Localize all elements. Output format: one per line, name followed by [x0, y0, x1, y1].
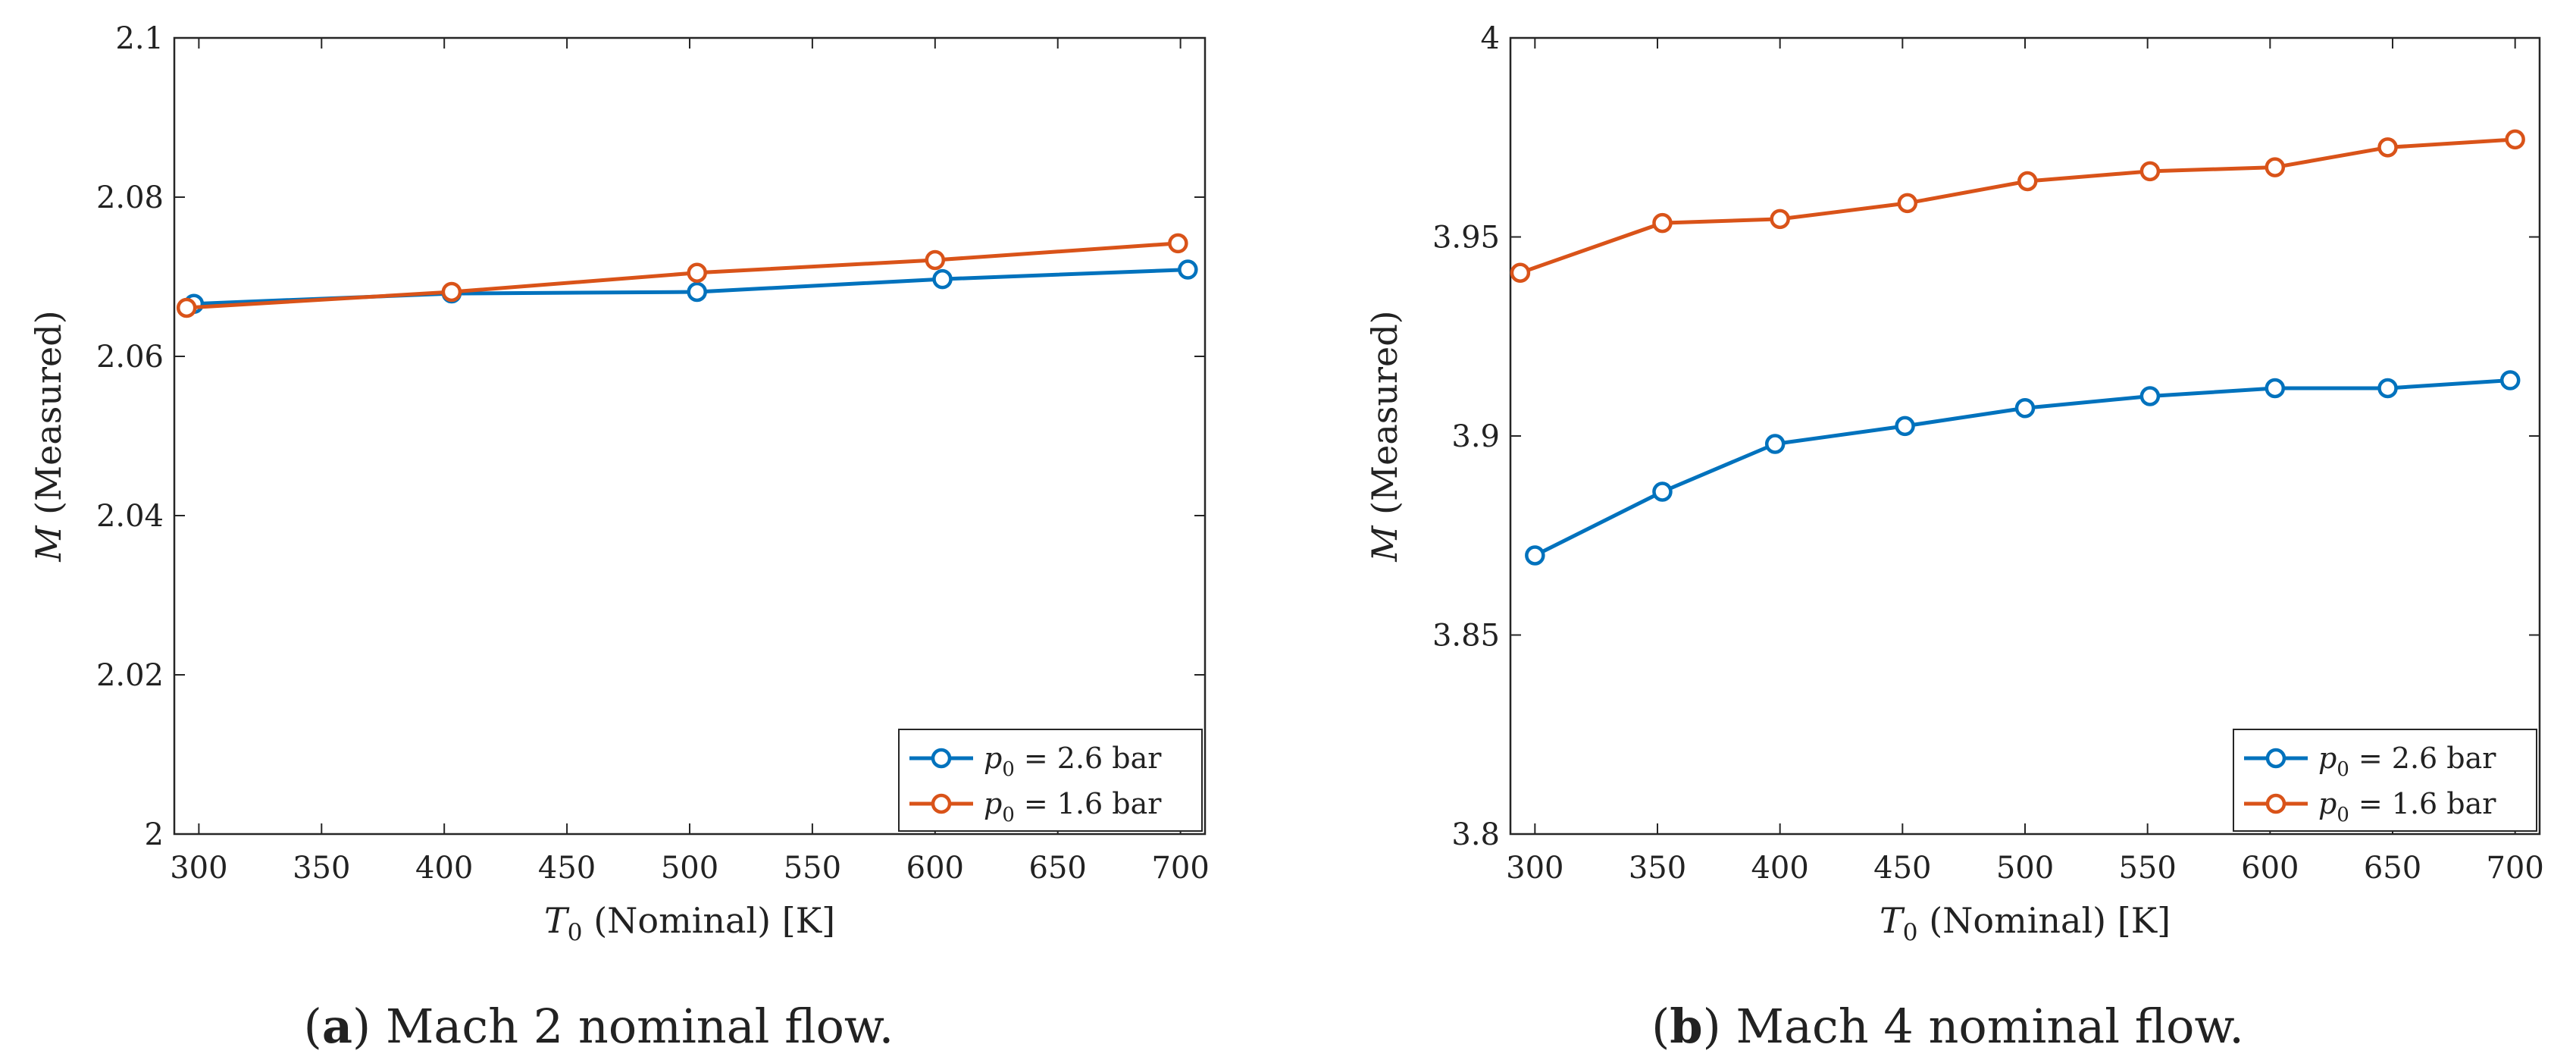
- x-tick-label: 400: [415, 851, 473, 886]
- y-tick-label: 2.02: [96, 658, 164, 693]
- data-point: [2499, 370, 2521, 390]
- data-point: [1510, 262, 1531, 283]
- data-point: [1897, 193, 1918, 214]
- x-tick-label: 450: [538, 851, 596, 886]
- data-point: [2265, 378, 2286, 399]
- axes-box: [1509, 36, 2541, 836]
- caption: (a) Mach 2 nominal flow.: [304, 999, 894, 1054]
- x-tick-label: 500: [661, 851, 718, 886]
- data-point: [925, 249, 946, 271]
- x-tick-label: 650: [1029, 851, 1087, 886]
- data-point: [1770, 209, 1790, 230]
- y-tick-label: 3.8: [1451, 817, 1500, 852]
- data-point: [1652, 212, 1673, 234]
- data-point: [687, 281, 707, 303]
- x-tick-label: 550: [2118, 851, 2176, 886]
- x-tick-label: 600: [906, 851, 964, 886]
- data-point: [2139, 161, 2161, 182]
- plot-area: [1510, 38, 2540, 834]
- data-point: [1652, 481, 1673, 502]
- y-tick-label: 2: [145, 817, 164, 852]
- x-tick-label: 450: [1873, 851, 1931, 886]
- x-tick-label: 700: [2486, 851, 2543, 886]
- data-point: [1178, 259, 1198, 280]
- data-point: [2377, 378, 2398, 399]
- plot-area: [174, 38, 1205, 834]
- data-point: [1525, 545, 1545, 566]
- series-2: [176, 233, 1188, 318]
- y-tick-label: 2.06: [96, 340, 164, 375]
- data-point: [1895, 416, 1915, 437]
- x-tick-label: 350: [1629, 851, 1686, 886]
- legend: p0 = 2.6 bar p0 = 1.6 bar: [2233, 729, 2537, 832]
- legend-label: p0 = 2.6 bar: [984, 742, 1162, 781]
- legend-swatch-marker: [931, 793, 952, 814]
- data-point: [687, 262, 707, 283]
- x-tick-label: 700: [1151, 851, 1209, 886]
- data-point: [2014, 398, 2036, 419]
- x-axis-label: T0 (Nominal) [K]: [1880, 900, 2171, 946]
- y-axis-label: M (Measured): [28, 310, 69, 562]
- data-point: [2377, 137, 2398, 158]
- data-point: [1764, 434, 1786, 454]
- x-tick-label: 650: [2364, 851, 2421, 886]
- legend-swatch-marker: [931, 748, 952, 769]
- data-point: [2139, 386, 2161, 406]
- x-axis-label: T0 (Nominal) [K]: [544, 900, 835, 946]
- series-1: [1525, 370, 2521, 566]
- axes-box: [173, 36, 1207, 836]
- data-point: [2017, 171, 2038, 192]
- x-tick-label: 550: [784, 851, 841, 886]
- y-tick-label: 3.85: [1432, 619, 1500, 654]
- legend-label: p0 = 1.6 bar: [2318, 787, 2496, 826]
- legend-box: [2233, 729, 2537, 832]
- y-tick-label: 2.08: [96, 180, 164, 215]
- legend-label: p0 = 1.6 bar: [984, 787, 1162, 826]
- legend: p0 = 2.6 bar p0 = 1.6 bar: [898, 729, 1203, 832]
- data-point: [1168, 233, 1188, 254]
- series-2: [1510, 129, 2525, 283]
- x-tick-label: 400: [1751, 851, 1808, 886]
- y-tick-label: 3.9: [1451, 419, 1500, 454]
- data-point: [2265, 157, 2286, 177]
- legend-swatch-marker: [2265, 748, 2286, 769]
- x-tick-label: 500: [1996, 851, 2054, 886]
- x-tick-label: 300: [1506, 851, 1563, 886]
- caption: (b) Mach 4 nominal flow.: [1651, 999, 2244, 1054]
- y-tick-label: 2.04: [96, 499, 164, 534]
- x-tick-label: 350: [293, 851, 350, 886]
- y-tick-label: 4: [1481, 21, 1500, 56]
- y-tick-label: 2.1: [115, 21, 164, 56]
- x-tick-label: 600: [2241, 851, 2299, 886]
- data-point: [441, 281, 462, 303]
- chart-panel-a: 300 350 400 450 500 550 600 650 700 2 2.02 2.04 2.06…: [28, 21, 1210, 1054]
- chart-panel-b: 300 350 400 450 500 550 600 650 700 3.8 3.85 3.9 3.9…: [1364, 21, 2544, 1054]
- y-tick-label: 3.95: [1432, 221, 1500, 256]
- x-tick-label: 300: [170, 851, 227, 886]
- legend-swatch-marker: [2265, 793, 2286, 814]
- data-point: [932, 268, 953, 290]
- y-axis-label: M (Measured): [1364, 310, 1405, 562]
- data-point: [2505, 129, 2525, 150]
- legend-box: [898, 729, 1203, 832]
- legend-label: p0 = 2.6 bar: [2318, 742, 2496, 781]
- data-point: [176, 297, 197, 318]
